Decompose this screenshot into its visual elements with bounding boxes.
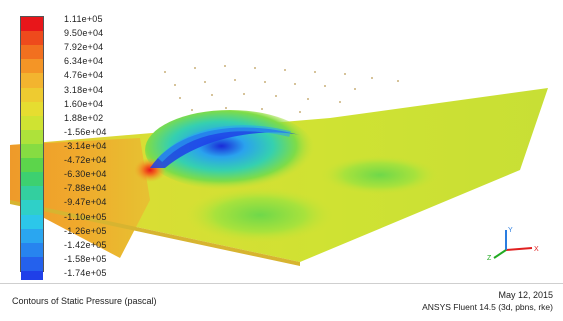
legend-swatch — [21, 158, 43, 173]
legend-label: -1.10e+05 — [64, 211, 107, 222]
axis-triad-icon: X Y Z — [487, 227, 539, 262]
legend-label: 4.76e+04 — [64, 70, 104, 81]
wake-region-far — [320, 155, 440, 195]
wake-region — [185, 187, 335, 243]
legend-label: 1.88e+02 — [64, 112, 104, 123]
legend-label: -6.30e+04 — [64, 169, 107, 180]
legend-swatch — [21, 200, 43, 215]
pressure-contour-plot — [10, 65, 548, 266]
graphics-viewport[interactable]: 1.11e+05 9.50e+04 7.92e+04 6.34e+04 4.76e+04… — [0, 0, 563, 280]
legend-label: -1.74e+05 — [64, 267, 107, 278]
legend-swatch — [21, 31, 43, 46]
mesh-points — [164, 65, 399, 113]
solver-info: ANSYS Fluent 14.5 (3d, pbns, rke) — [422, 302, 553, 312]
axis-y-label: Y — [508, 227, 513, 234]
axis-x-label: X — [534, 246, 539, 253]
colormap-legend-bar — [20, 16, 44, 280]
legend-label: -4.72e+04 — [64, 155, 107, 166]
legend-swatch — [21, 87, 43, 102]
plot-date: May 12, 2015 — [498, 290, 553, 300]
legend-swatch — [21, 59, 43, 74]
legend-label: -1.56e+04 — [64, 126, 107, 137]
plot-title: Contours of Static Pressure (pascal) — [12, 296, 157, 306]
legend-swatch — [21, 45, 43, 60]
legend-label: -1.42e+05 — [64, 239, 107, 250]
legend-swatch — [21, 143, 43, 159]
legend-swatch — [21, 256, 43, 271]
legend-swatch — [21, 17, 43, 32]
legend-swatch — [21, 73, 43, 88]
legend-label: 1.11e+05 — [64, 14, 103, 24]
domain-front-edge — [10, 200, 300, 266]
legend-label: 6.34e+04 — [64, 56, 104, 67]
axis-z-label: Z — [487, 255, 492, 262]
blade-suction-band — [157, 125, 291, 163]
legend-label: 1.60e+04 — [64, 98, 104, 109]
colormap-legend-labels: 1.11e+05 9.50e+04 7.92e+04 6.34e+04 4.76e+04… — [64, 12, 154, 280]
legend-label: 3.18e+04 — [64, 84, 104, 95]
legend-label: -1.58e+05 — [64, 253, 107, 264]
legend-swatch — [21, 115, 43, 130]
legend-label: 7.92e+04 — [64, 42, 104, 53]
legend-label: -9.47e+04 — [64, 197, 107, 208]
legend-label: 9.50e+04 — [64, 28, 104, 39]
legend-label: -7.88e+04 — [64, 183, 107, 194]
legend-swatch — [21, 172, 43, 187]
legend-swatch — [21, 186, 43, 201]
legend-swatch — [21, 242, 43, 257]
blade-profile — [150, 127, 300, 168]
domain-upstream-region — [10, 138, 150, 258]
legend-swatch — [21, 129, 43, 144]
legend-swatch — [21, 101, 43, 116]
legend-swatch — [21, 270, 43, 280]
legend-swatch — [21, 228, 43, 243]
legend-swatch — [21, 214, 43, 229]
caption-bar: Contours of Static Pressure (pascal) May… — [0, 283, 563, 321]
legend-label: -1.26e+05 — [64, 225, 107, 236]
legend-label: -3.14e+04 — [64, 140, 107, 151]
